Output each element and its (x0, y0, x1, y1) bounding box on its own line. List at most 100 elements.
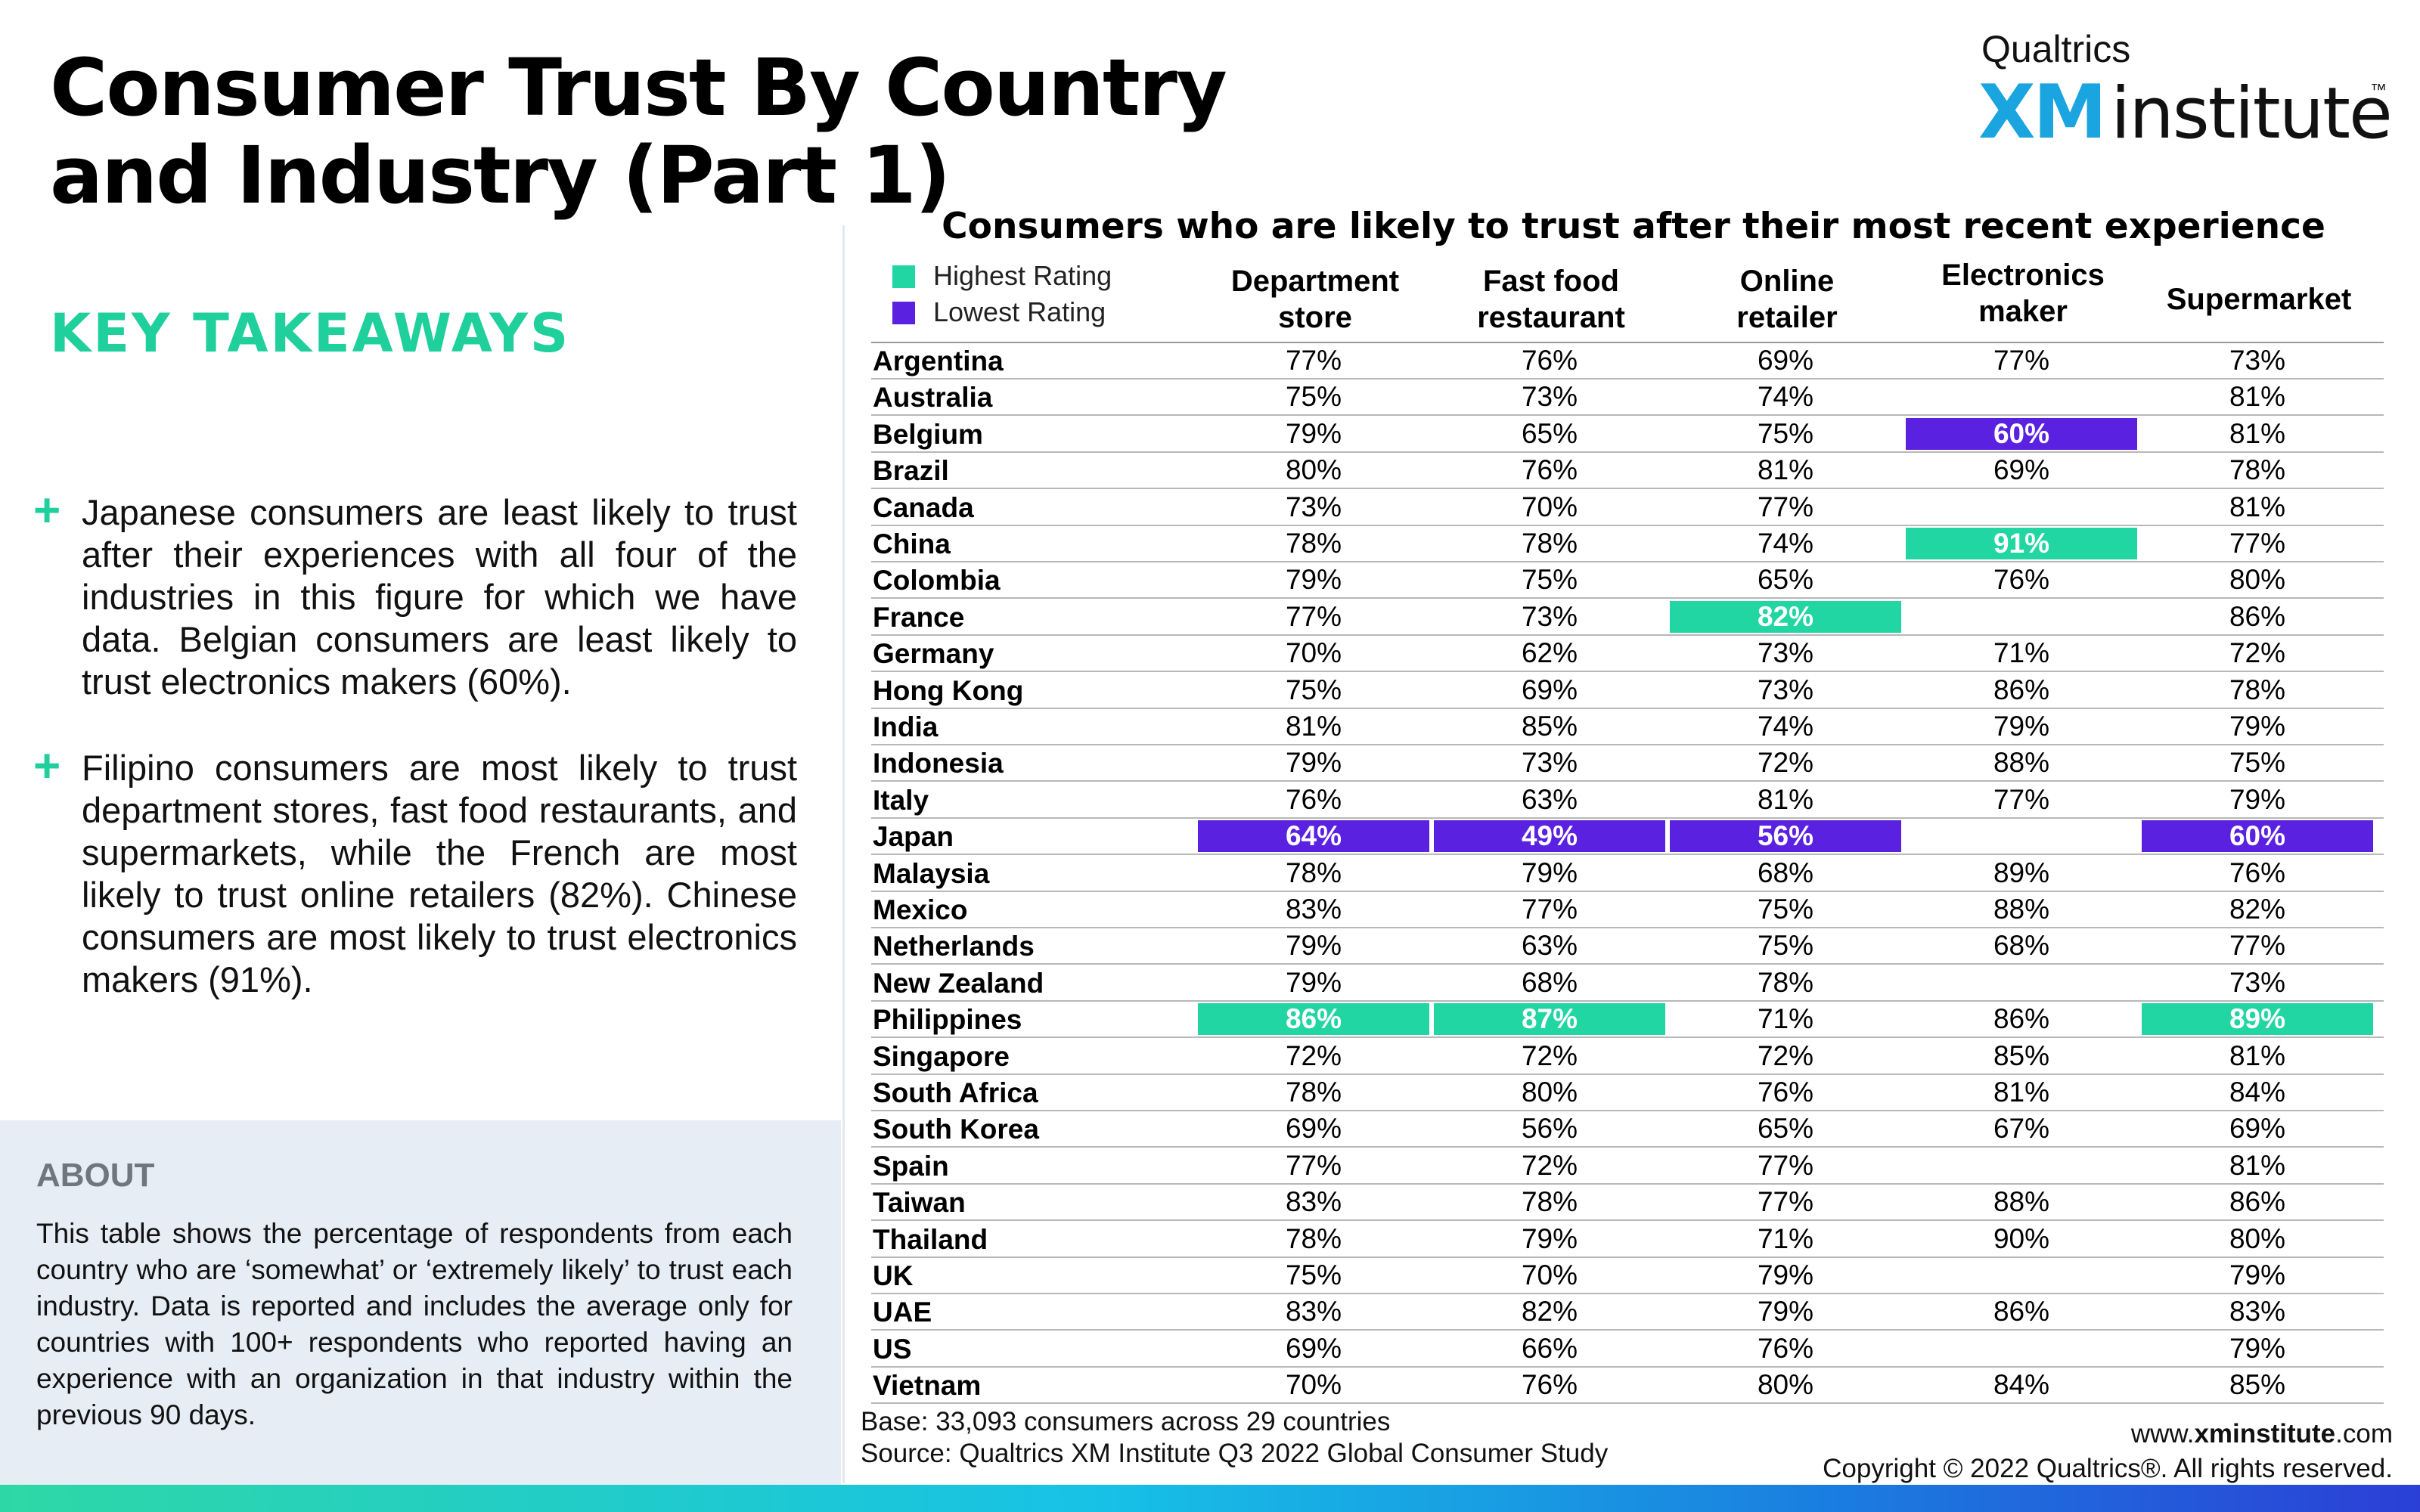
table-cell: 72% (1757, 1040, 1814, 1071)
table-row: Thailand 78% 79% 71% 90% 80% (871, 1222, 2384, 1258)
table-row: South Africa 78% 80% 76% 81% 84% (871, 1075, 2384, 1111)
xm-institute-logo: Qualtrics XMinstitute ™ (1978, 27, 2393, 156)
table-cell: 77% (1757, 1149, 1814, 1181)
table-cell: 82% (1521, 1296, 1578, 1328)
table-cell: 81% (2229, 1149, 2286, 1181)
table-cell: 79% (1521, 857, 1578, 888)
column-header-line: Department (1230, 265, 1400, 298)
country-name: Malaysia (873, 857, 990, 889)
table-cell: 78% (1285, 528, 1342, 559)
table-row: New Zealand 79% 68% 78% 73% (871, 965, 2384, 1002)
table-row: UK 75% 70% 79% 79% (871, 1258, 2384, 1294)
table-cell: 79% (1285, 747, 1342, 779)
table-cell: 77% (1993, 345, 2050, 376)
table-cell: 65% (1521, 417, 1578, 449)
table-cell: 68% (1757, 857, 1814, 888)
table-cell: 75% (1757, 417, 1814, 449)
country-name: Philippines (873, 1004, 1022, 1036)
legend-swatch-low (892, 302, 915, 324)
column-header-line: restaurant (1477, 301, 1625, 334)
about-heading: ABOUT (36, 1157, 155, 1194)
table-cell: 78% (1521, 528, 1578, 559)
highest-rating-cell: 89% (2142, 1003, 2373, 1036)
legend-lowest: Lowest Rating (892, 296, 1106, 328)
table-cell: 78% (2229, 674, 2286, 705)
table-cell: 72% (1285, 1040, 1342, 1071)
table-cell: 79% (2229, 783, 2286, 815)
column-header-line: store (1278, 301, 1352, 334)
table-cell: 77% (2229, 930, 2286, 962)
table-cell: 81% (1757, 454, 1814, 486)
country-name: US (873, 1333, 912, 1365)
country-name: Colombia (873, 565, 1001, 596)
table-cell: 75% (1521, 564, 1578, 596)
table-cell: 73% (1285, 491, 1342, 522)
table-cell: 89% (1993, 857, 2050, 888)
table-cell: 79% (1757, 1259, 1814, 1290)
country-name: Germany (873, 638, 994, 670)
table-cell: 79% (1993, 711, 2050, 742)
country-name: Japan (873, 821, 954, 853)
table-cell: 81% (1993, 1077, 2050, 1108)
table-cell: 86% (2229, 1186, 2286, 1218)
table-row: South Korea 69% 56% 65% 67% 69% (871, 1111, 2384, 1148)
table-cell (1906, 820, 2137, 852)
table-row: Canada 73% 70% 77% 81% (871, 490, 2384, 526)
plus-icon: + (33, 740, 61, 792)
table-cell: 72% (2229, 637, 2286, 669)
table-cell: 73% (1521, 600, 1578, 632)
table-cell: 79% (2229, 1259, 2286, 1290)
highest-rating-cell: 86% (1198, 1003, 1429, 1036)
table-cell: 80% (1285, 454, 1342, 486)
table-cell: 78% (2229, 454, 2286, 486)
country-name: Taiwan (873, 1187, 966, 1219)
table-cell: 71% (1993, 637, 2050, 669)
table-cell: 76% (1993, 564, 2050, 596)
table-title: Consumers who are likely to trust after … (942, 206, 2325, 247)
lowest-rating-cell: 64% (1198, 820, 1429, 853)
plus-icon: + (33, 485, 61, 537)
table-cell (1906, 381, 2137, 413)
table-cell: 76% (1285, 783, 1342, 815)
country-name: Canada (873, 491, 974, 523)
table-cell: 65% (1757, 564, 1814, 596)
table-cell: 80% (1757, 1369, 1814, 1401)
table-cell: 80% (1521, 1077, 1578, 1108)
lowest-rating-cell: 60% (1906, 417, 2137, 450)
url-domain: xminstitute (2194, 1419, 2336, 1448)
column-header-online-retailer: Online retailer (1670, 263, 1904, 336)
table-row: Hong Kong 75% 69% 73% 86% 78% (871, 673, 2384, 709)
table-cell: 75% (2229, 747, 2286, 779)
table-row: Indonesia 79% 73% 72% 88% 75% (871, 745, 2384, 782)
table-cell: 73% (2229, 966, 2286, 998)
column-header-fast-food: Fast food restaurant (1434, 263, 1668, 336)
table-cell: 78% (1285, 857, 1342, 888)
country-name: UAE (873, 1297, 932, 1328)
table-cell: 75% (1757, 894, 1814, 925)
table-cell: 71% (1757, 1003, 1814, 1035)
about-text: This table shows the percentage of respo… (36, 1218, 793, 1430)
table-cell: 86% (2229, 600, 2286, 632)
website-link[interactable]: www.xminstitute.com (1823, 1417, 2393, 1452)
table-cell: 66% (1521, 1332, 1578, 1364)
table-cell: 69% (1993, 454, 2050, 486)
table-cell: 68% (1993, 930, 2050, 962)
logo-trademark: ™ (2370, 80, 2387, 99)
about-panel: ABOUT This table shows the percentage of… (0, 1120, 841, 1485)
table-cell: 77% (1285, 1149, 1342, 1181)
table-cell: 79% (2229, 1332, 2286, 1364)
country-name: Brazil (873, 455, 949, 487)
base-note: Base: 33,093 consumers across 29 countri… (861, 1407, 1391, 1436)
takeaway-text: Japanese consumers are least likely to t… (82, 492, 797, 702)
table-row: Belgium 79% 65% 75% 60% 81% (871, 417, 2384, 453)
table-cell (1906, 1333, 2137, 1365)
table-cell: 86% (1993, 1296, 2050, 1328)
table-cell: 83% (1285, 894, 1342, 925)
table-cell: 88% (1993, 747, 2050, 779)
table-cell: 79% (1285, 966, 1342, 998)
table-cell (1906, 1259, 2137, 1291)
bottom-gradient-bar (0, 1485, 2420, 1512)
table-cell: 73% (1521, 747, 1578, 779)
table-cell: 76% (1757, 1332, 1814, 1364)
table-cell: 81% (2229, 1040, 2286, 1071)
